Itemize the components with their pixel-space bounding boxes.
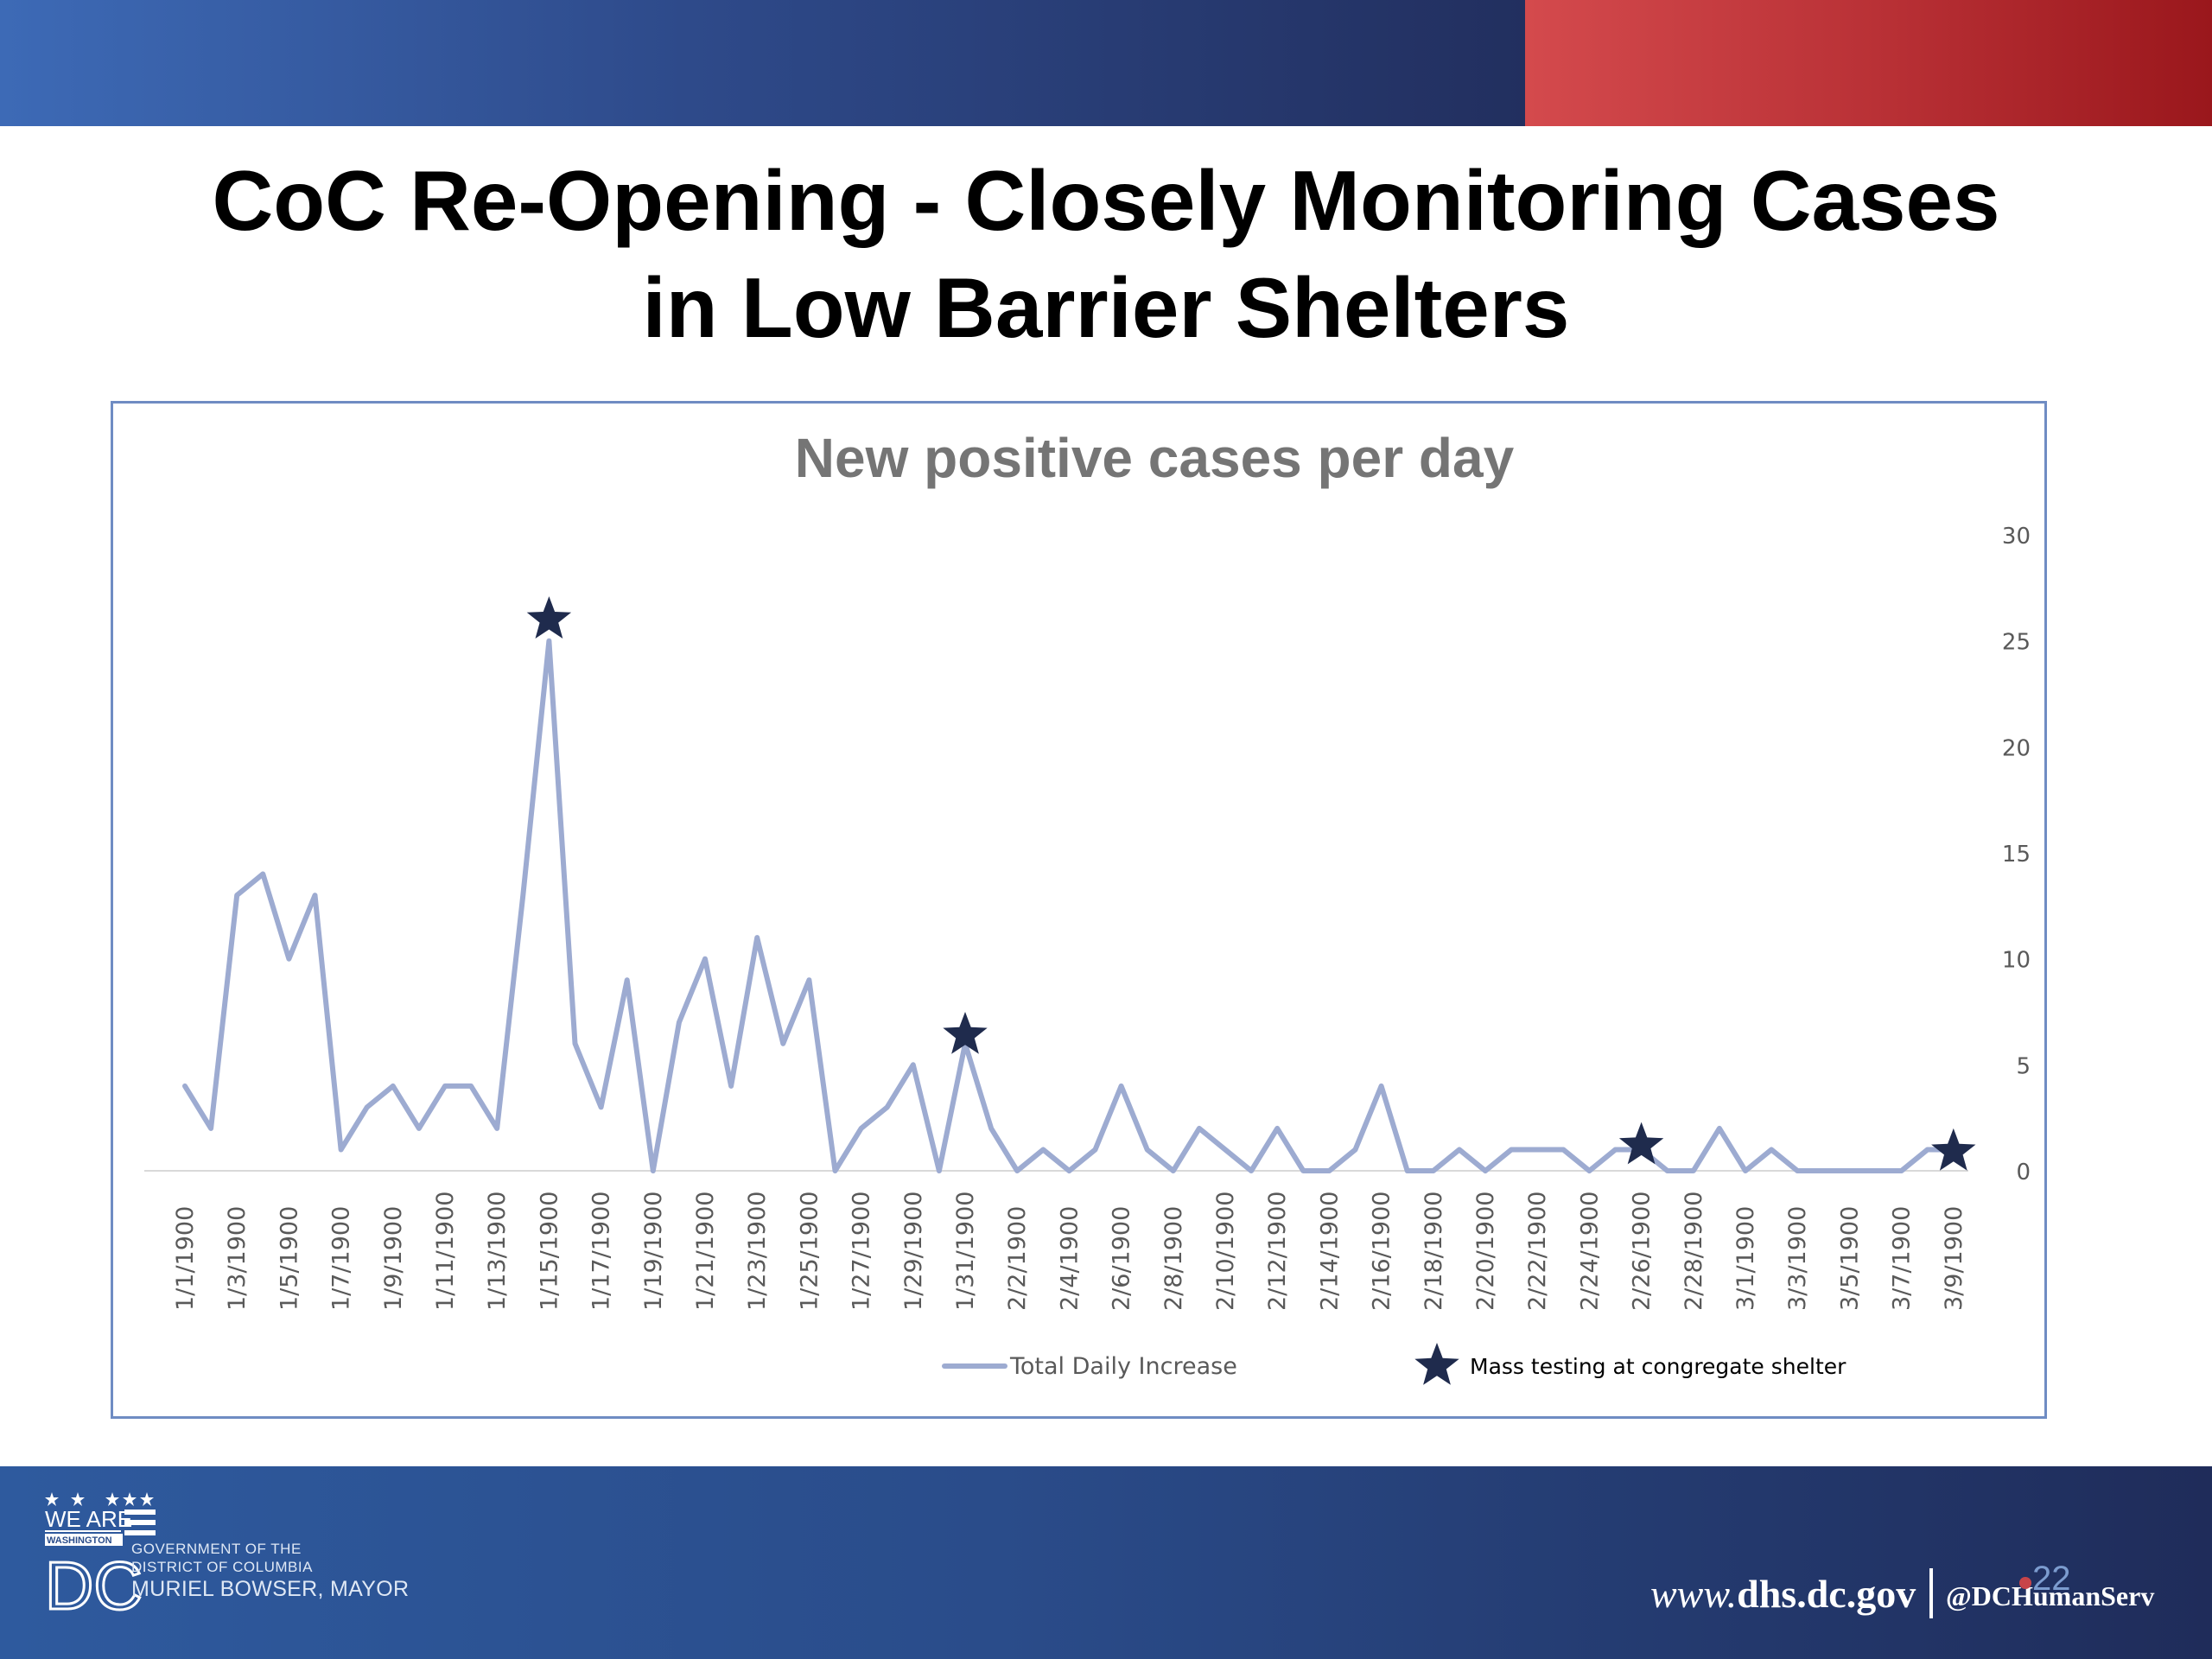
x-tick-label: 2/14/1900 bbox=[1316, 1192, 1343, 1311]
x-tick-label: 2/22/1900 bbox=[1524, 1192, 1551, 1311]
x-tick-label: 1/3/1900 bbox=[224, 1206, 251, 1311]
footer-divider bbox=[1929, 1568, 1933, 1618]
website-link[interactable]: www.dhs.dc.gov bbox=[1650, 1571, 1916, 1617]
dc-government-logo: WE ARE WASHINGTON DC bbox=[45, 1492, 156, 1622]
x-tick-label: 2/28/1900 bbox=[1681, 1192, 1707, 1311]
x-tick-label: 2/4/1900 bbox=[1056, 1206, 1083, 1311]
logo-dc-text: DC bbox=[45, 1548, 143, 1622]
x-tick-label: 2/20/1900 bbox=[1472, 1192, 1499, 1311]
x-tick-label: 3/9/1900 bbox=[1941, 1206, 1967, 1311]
x-tick-label: 3/3/1900 bbox=[1784, 1206, 1811, 1311]
chart-title: New positive cases per day bbox=[795, 427, 1515, 489]
x-tick-label: 2/26/1900 bbox=[1629, 1192, 1656, 1311]
mass-testing-star-marker bbox=[1618, 1122, 1664, 1165]
x-tick-label: 2/6/1900 bbox=[1109, 1206, 1135, 1311]
x-tick-label: 1/15/1900 bbox=[536, 1192, 563, 1311]
x-tick-label: 2/12/1900 bbox=[1264, 1192, 1291, 1311]
x-tick-label: 1/7/1900 bbox=[328, 1206, 355, 1311]
slide-title: CoC Re-Opening - Closely Monitoring Case… bbox=[69, 147, 2143, 361]
x-tick-label: 1/31/1900 bbox=[952, 1192, 979, 1311]
footer-bar bbox=[0, 1466, 2212, 1659]
mass-testing-star-marker bbox=[1931, 1128, 1976, 1171]
x-tick-label: 1/13/1900 bbox=[484, 1192, 511, 1311]
x-tick-label: 1/1/1900 bbox=[172, 1206, 199, 1311]
x-tick-label: 2/8/1900 bbox=[1160, 1206, 1187, 1311]
x-tick-label: 1/27/1900 bbox=[849, 1192, 875, 1311]
slide-title-line1: CoC Re-Opening - Closely Monitoring Case… bbox=[212, 153, 2000, 248]
mass-testing-star-marker bbox=[526, 596, 572, 639]
y-tick-label: 25 bbox=[2002, 630, 2031, 656]
logo-washington-text: WASHINGTON bbox=[47, 1535, 112, 1546]
x-tick-label: 3/5/1900 bbox=[1836, 1206, 1863, 1311]
y-tick-label: 30 bbox=[2002, 524, 2031, 550]
logo-stars-icon bbox=[45, 1492, 154, 1506]
x-tick-label: 1/19/1900 bbox=[640, 1192, 667, 1311]
x-tick-label: 1/25/1900 bbox=[796, 1192, 823, 1311]
x-tick-label: 2/2/1900 bbox=[1004, 1206, 1031, 1311]
line-chart: New positive cases per day 0 5 10 15 20 25 30 1/… bbox=[144, 427, 2031, 1385]
x-tick-label: 1/21/1900 bbox=[692, 1192, 719, 1311]
x-tick-label: 2/16/1900 bbox=[1369, 1192, 1395, 1311]
y-tick-label: 20 bbox=[2002, 735, 2031, 761]
x-tick-label: 2/18/1900 bbox=[1421, 1192, 1447, 1311]
slide-title-line2: in Low Barrier Shelters bbox=[642, 260, 1570, 355]
y-tick-label: 10 bbox=[2002, 948, 2031, 974]
gov-line1: GOVERNMENT OF THE bbox=[131, 1541, 302, 1557]
mass-testing-star-marker bbox=[943, 1012, 988, 1054]
chart-frame: New positive cases per day 0 5 10 15 20 25 30 1/… bbox=[111, 401, 2047, 1419]
y-tick-label: 0 bbox=[2016, 1160, 2031, 1185]
x-tick-label: 2/10/1900 bbox=[1212, 1192, 1239, 1311]
y-tick-label: 5 bbox=[2016, 1053, 2031, 1079]
twitter-handle[interactable]: @DCHumanServ bbox=[1946, 1580, 2155, 1611]
legend-label-markers: Mass testing at congregate shelter bbox=[1470, 1354, 1847, 1379]
x-tick-label: 2/24/1900 bbox=[1576, 1192, 1603, 1311]
series-line-total-daily-increase bbox=[182, 638, 1956, 1173]
x-tick-label: 3/7/1900 bbox=[1889, 1206, 1916, 1311]
government-text: GOVERNMENT OF THE DISTRICT OF COLUMBIA M… bbox=[131, 1540, 409, 1602]
page-dot bbox=[2019, 1577, 2031, 1589]
x-tick-label: 1/11/1900 bbox=[432, 1192, 459, 1311]
x-tick-label: 3/1/1900 bbox=[1732, 1206, 1759, 1311]
header-bar-blue bbox=[0, 0, 1525, 126]
x-tick-label: 1/29/1900 bbox=[900, 1192, 927, 1311]
mayor-line: MURIEL BOWSER, MAYOR bbox=[131, 1577, 410, 1601]
website-domain: dhs.dc.gov bbox=[1737, 1572, 1916, 1616]
header-bar-red bbox=[1525, 0, 2212, 126]
logo-we-are-text: WE ARE bbox=[45, 1506, 132, 1532]
legend-star-icon bbox=[1414, 1343, 1459, 1385]
x-tick-label: 1/23/1900 bbox=[744, 1192, 771, 1311]
website-prefix: www. bbox=[1650, 1572, 1738, 1616]
x-tick-label: 1/5/1900 bbox=[276, 1206, 302, 1311]
x-tick-label: 1/17/1900 bbox=[588, 1192, 615, 1311]
y-tick-label: 15 bbox=[2002, 842, 2031, 868]
legend-label-series: Total Daily Increase bbox=[1009, 1353, 1237, 1380]
page-number: 22 bbox=[2032, 1560, 2071, 1598]
gov-line2: DISTRICT OF COLUMBIA bbox=[131, 1559, 313, 1575]
x-tick-label: 1/9/1900 bbox=[380, 1206, 407, 1311]
